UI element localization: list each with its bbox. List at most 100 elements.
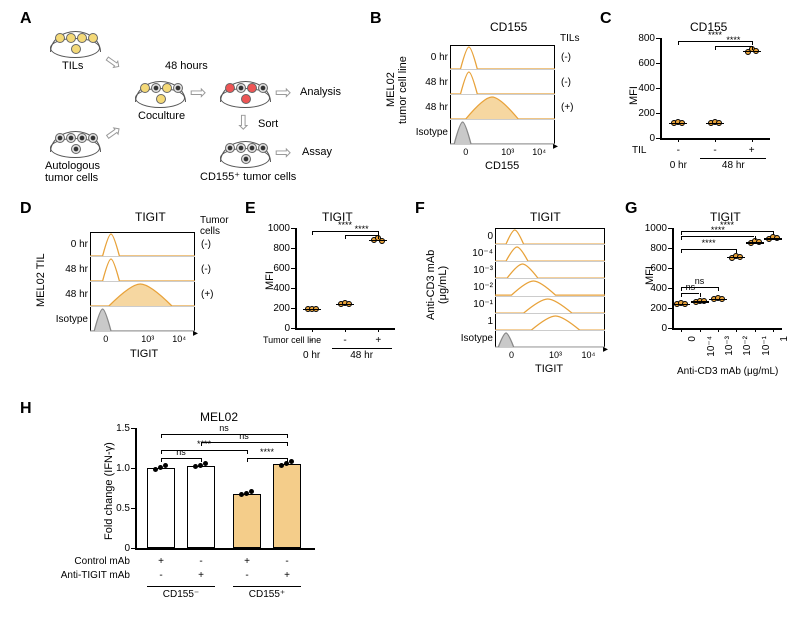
x-tick: 10⁴	[169, 334, 189, 344]
median-line	[669, 123, 687, 125]
anti-val: -	[241, 570, 253, 581]
y-tick-label: 800	[265, 243, 290, 254]
x-tick: 10⁴	[529, 147, 549, 157]
sig-bracket	[715, 46, 752, 47]
x-tick: 0	[456, 147, 476, 157]
panel-b-label: B	[370, 10, 382, 28]
anti-val: +	[281, 570, 293, 581]
x-tick-label: 0	[687, 336, 698, 364]
histo-curve	[495, 262, 605, 279]
sig-bracket	[161, 458, 201, 459]
panel-h: MEL02 Fold change (IFN-γ) 00.51.01.5ns**…	[35, 410, 355, 620]
histo-curve	[90, 257, 195, 282]
sub-val: +	[370, 335, 386, 346]
histo-curve	[450, 120, 555, 145]
median-line	[743, 51, 761, 53]
histo-curve	[495, 331, 605, 348]
panel-h-label: H	[20, 400, 32, 418]
sig-label: ****	[189, 439, 219, 449]
y-tick-label: 800	[630, 33, 655, 44]
histo-curve	[90, 307, 195, 332]
histo-curve	[450, 70, 555, 95]
x-axis	[672, 328, 782, 330]
time-label: 48 hours	[165, 60, 208, 72]
panel-h-ylabel: Fold change (IFN-γ)	[103, 442, 115, 540]
median-line	[369, 240, 387, 242]
histo-row-label: 48 hr	[48, 264, 88, 275]
panel-g: TIGIT MFI 02004006008001000010⁻⁴10⁻³10⁻²…	[640, 210, 790, 390]
anti-val: -	[155, 570, 167, 581]
y-tick-label: 1000	[642, 223, 667, 234]
sig-label: ****	[718, 35, 748, 45]
y-tick-label: 200	[630, 108, 655, 119]
panel-f-xlabel: TIGIT	[535, 363, 563, 375]
histo-row-rightlabel: (+)	[201, 289, 214, 300]
panel-f-title: TIGIT	[530, 210, 561, 224]
x-axis-label: Anti-CD3 mAb (μg/mL)	[677, 366, 778, 377]
histo-row-label: 0 hr	[408, 52, 448, 63]
ctrl-val: +	[155, 556, 167, 567]
panel-b-right-header: TILs	[560, 33, 579, 44]
x-tick-label: 10⁻¹	[761, 336, 772, 364]
sig-bracket	[345, 235, 378, 236]
histo-curve	[450, 95, 555, 120]
y-tick-label: 600	[265, 263, 290, 274]
histo-row-label: 10⁻⁴	[453, 248, 493, 259]
row-label: TIL	[632, 145, 646, 156]
x-tick: 10⁴	[579, 350, 599, 360]
panel-b: CD155 MEL02 tumor cell line TILs CD155 0…	[385, 20, 585, 180]
anti-label: Anti-TIGIT mAb	[35, 570, 130, 581]
x-tick: 10³	[546, 350, 566, 360]
y-tick-label: 200	[265, 303, 290, 314]
sig-bracket	[681, 249, 736, 250]
sig-bracket	[681, 231, 773, 232]
ctrl-label: Control mAb	[35, 556, 130, 567]
y-tick-label: 400	[642, 283, 667, 294]
histo-row-label: 48 hr	[48, 289, 88, 300]
median-line	[709, 299, 727, 301]
y-tick-label: 1.5	[107, 423, 130, 434]
panel-d-label: D	[20, 200, 32, 218]
median-line	[303, 309, 321, 311]
median-line	[691, 301, 709, 303]
histo-row-label: 10⁻²	[453, 282, 493, 293]
y-tick-label: 800	[642, 243, 667, 254]
y-tick-label: 1000	[265, 223, 290, 234]
y-tick-label: 400	[630, 83, 655, 94]
median-line	[336, 304, 354, 306]
ctrl-val: -	[195, 556, 207, 567]
sig-label: ****	[347, 224, 377, 234]
x-tick-label: 1	[779, 336, 790, 364]
time-label: 48 hr	[347, 350, 377, 361]
sub-val: -	[337, 335, 353, 346]
ctrl-val: +	[241, 556, 253, 567]
y-axis	[660, 38, 662, 138]
y-tick-label: 0	[107, 543, 130, 554]
panel-h-title: MEL02	[200, 410, 238, 424]
x-tick-label: 10⁻²	[742, 336, 753, 364]
histo-row-rightlabel: (-)	[561, 77, 571, 88]
bar	[147, 468, 175, 548]
sig-bracket	[247, 458, 287, 459]
sig-label: ****	[712, 220, 742, 230]
group-label: CD155⁻	[159, 589, 203, 600]
time-label: 0 hr	[663, 160, 693, 171]
histo-row-rightlabel: (-)	[201, 264, 211, 275]
sorted-label: CD155⁺ tumor cells	[200, 170, 296, 183]
median-line	[764, 238, 782, 240]
anti-val: +	[195, 570, 207, 581]
y-axis	[135, 428, 137, 548]
histo-row-label: 1	[453, 316, 493, 327]
group-label: CD155⁺	[245, 589, 289, 600]
median-line	[727, 257, 745, 259]
histo-row-label: Isotype	[408, 127, 448, 138]
histo-row-label: 48 hr	[408, 102, 448, 113]
panel-f-ylabel: Anti-CD3 mAb (μg/mL)	[425, 230, 449, 340]
panel-a-diagram: TILs Autologous tumor cells ⇨ ⇨ Cocultur…	[40, 20, 350, 190]
histo-curve	[495, 228, 605, 245]
histo-curve	[90, 232, 195, 257]
histo-row-label: 0	[453, 231, 493, 242]
panel-d-title: TIGIT	[135, 210, 166, 224]
panel-b-ylabel: MEL02 tumor cell line	[385, 45, 409, 135]
y-axis	[295, 228, 297, 328]
